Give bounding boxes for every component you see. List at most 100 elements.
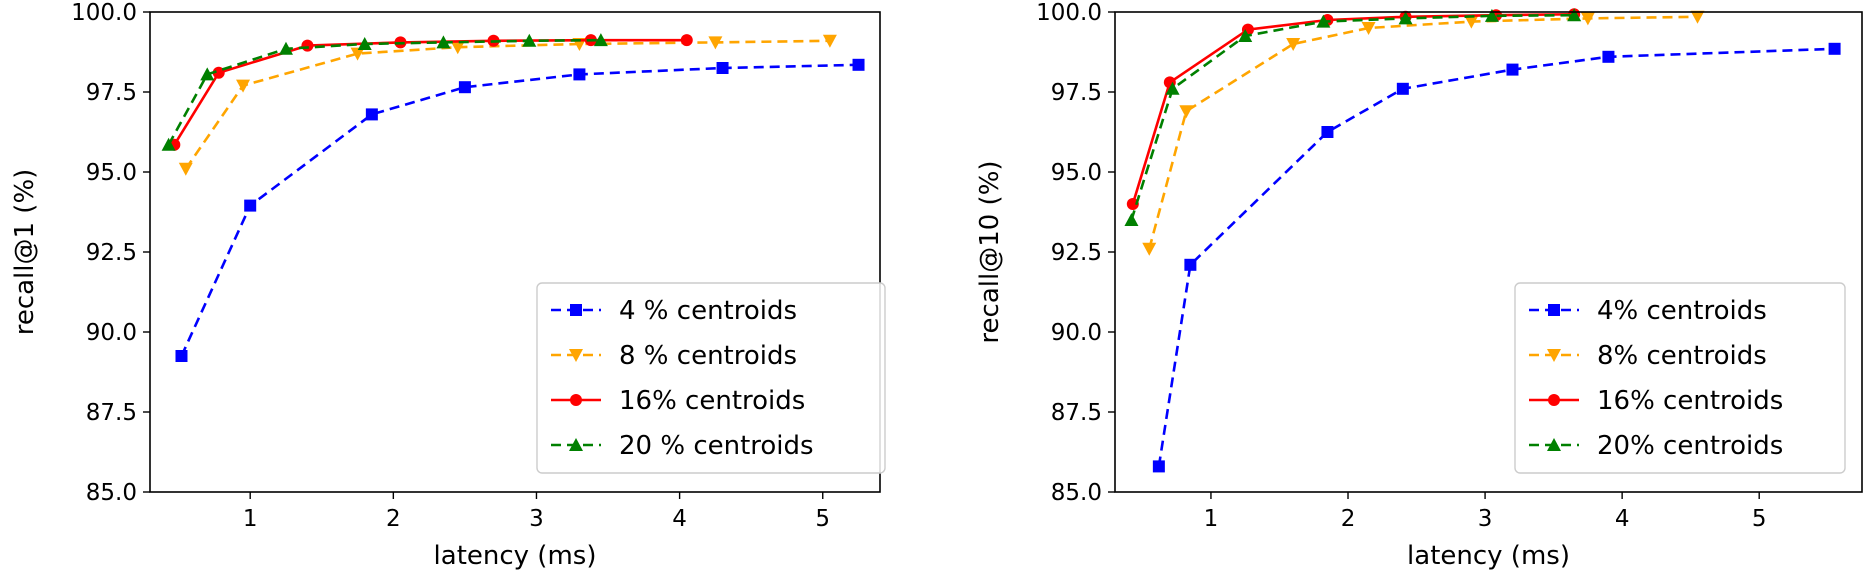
data-point	[852, 58, 865, 71]
legend-marker	[1547, 438, 1561, 451]
data-point	[708, 36, 723, 50]
data-point	[212, 66, 225, 79]
data-point	[522, 33, 537, 47]
x-tick-label: 2	[386, 506, 401, 532]
legend-entry: 16% centroids	[1529, 386, 1783, 416]
data-point	[1316, 14, 1331, 28]
x-tick-label: 5	[1752, 506, 1767, 532]
data-point	[365, 108, 378, 121]
x-tick-label: 3	[1478, 506, 1493, 532]
data-point	[1152, 460, 1165, 473]
legend-entry: 4 % centroids	[551, 296, 797, 326]
legend-marker	[569, 438, 583, 451]
data-point	[1179, 105, 1194, 119]
x-axis-label: latency (ms)	[1407, 541, 1570, 571]
data-point	[1286, 38, 1301, 51]
x-tick-label: 4	[672, 506, 687, 532]
y-axis-label: recall@10 (%)	[975, 160, 1005, 343]
data-point	[200, 67, 215, 81]
data-point	[350, 47, 365, 61]
data-point	[1464, 15, 1479, 29]
data-point	[1506, 63, 1519, 76]
y-tick-label: 95.0	[1051, 160, 1102, 186]
data-point	[301, 39, 314, 52]
data-point	[1184, 258, 1197, 271]
x-tick-label: 1	[1204, 506, 1219, 532]
legend-box	[1514, 282, 1846, 474]
legend-label: 16% centroids	[1597, 386, 1783, 416]
data-point	[175, 350, 188, 362]
data-point	[1165, 81, 1180, 95]
y-tick-label: 90.0	[86, 320, 137, 346]
series-4	[161, 33, 608, 151]
legend-marker	[1548, 394, 1560, 406]
data-point	[1361, 22, 1376, 35]
legend-entry: 20 % centroids	[551, 431, 814, 461]
data-point	[593, 33, 608, 47]
series-line	[173, 38, 687, 146]
legend-entry: 8% centroids	[1529, 341, 1767, 371]
data-point	[573, 68, 586, 81]
legend-entry: 8 % centroids	[551, 341, 797, 371]
data-point	[1567, 8, 1582, 22]
x-axis-label: latency (ms)	[434, 541, 597, 571]
y-tick-label: 87.5	[1051, 400, 1102, 426]
data-point	[1602, 50, 1615, 63]
series-1	[175, 58, 865, 362]
chart-2: 1 2 3 4 5 85.0 87.5 90.0 92.5 95.0 97.5 100.0 latenc…	[975, 0, 1863, 571]
y-tick-label: 92.5	[1051, 240, 1102, 266]
y-tick-label: 97.5	[1051, 80, 1102, 106]
data-point	[458, 81, 471, 94]
series-3	[1126, 8, 1581, 210]
data-point	[1828, 42, 1841, 55]
legend-box	[536, 282, 886, 474]
data-point	[680, 34, 693, 47]
legend-label: 20% centroids	[1597, 431, 1783, 461]
legend: 4 % centroids 8 % centroids 16% centroids 2…	[536, 282, 886, 474]
data-point	[1396, 82, 1409, 95]
y-axis-label: recall@1 (%)	[10, 169, 40, 336]
y-tick-label: 85.0	[86, 480, 137, 506]
data-point	[1124, 213, 1139, 226]
data-point	[1142, 242, 1157, 256]
y-tick-label: 100.0	[71, 0, 137, 26]
y-tick-label: 95.0	[86, 160, 137, 186]
data-point	[244, 199, 257, 212]
legend-label: 16% centroids	[619, 386, 805, 416]
y-tick-label: 92.5	[86, 240, 137, 266]
data-point	[1484, 8, 1499, 22]
data-point	[178, 162, 193, 176]
data-point	[357, 37, 372, 50]
series-4	[1124, 8, 1582, 226]
x-tick-label: 4	[1615, 506, 1630, 532]
x-tick-label: 5	[815, 506, 830, 532]
y-tick-label: 87.5	[86, 400, 137, 426]
y-tick-label: 85.0	[1051, 480, 1102, 506]
series-3	[168, 34, 693, 151]
data-point	[716, 62, 729, 74]
series-line	[167, 38, 601, 146]
legend-marker	[570, 394, 582, 406]
data-point	[161, 137, 176, 151]
y-tick-label: 90.0	[1051, 320, 1102, 346]
series-1	[1152, 42, 1841, 473]
legend-label: 4 % centroids	[619, 296, 797, 326]
legend-marker	[1548, 304, 1560, 316]
data-point	[1398, 11, 1413, 25]
x-tick-label: 1	[243, 506, 258, 532]
series-line	[184, 39, 830, 170]
legend-label: 8% centroids	[1597, 341, 1767, 371]
legend-entry: 16% centroids	[551, 386, 805, 416]
series-line	[1148, 15, 1698, 250]
legend-label: 20 % centroids	[619, 431, 814, 461]
legend-label: 8 % centroids	[619, 341, 797, 371]
legend-entry: 20% centroids	[1529, 431, 1783, 461]
legend-entry: 4% centroids	[1529, 296, 1767, 326]
y-tick-label: 97.5	[86, 80, 137, 106]
data-point	[1321, 126, 1334, 138]
data-point	[822, 34, 837, 48]
legend-label: 4% centroids	[1597, 296, 1767, 326]
x-tick-label: 2	[1341, 506, 1356, 532]
data-point	[236, 79, 251, 93]
